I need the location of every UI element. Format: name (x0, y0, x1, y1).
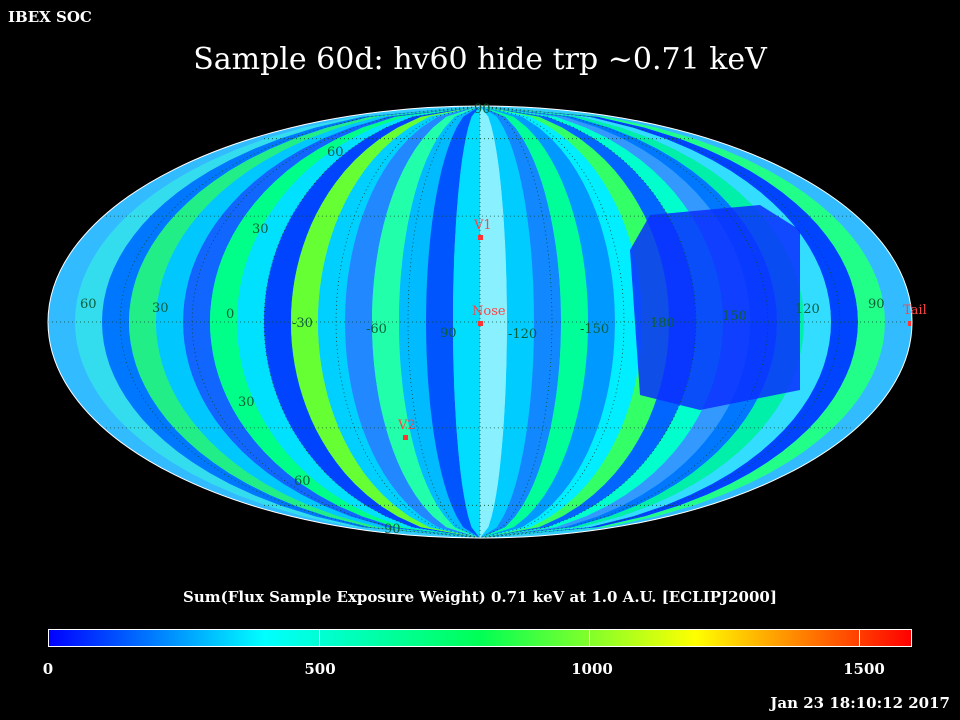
colorbar-title: Sum(Flux Sample Exposure Weight) 0.71 ke… (183, 588, 777, 606)
longitude-line (191, 106, 481, 538)
longitude-line (479, 106, 769, 538)
colorbar-label: 0 (42, 660, 54, 678)
lon-label: 180 (650, 316, 675, 331)
skymap-band (453, 106, 480, 538)
skymap-band (291, 106, 480, 538)
lon-label: -120 (508, 327, 537, 342)
page-title: Sample 60d: hv60 hide trp ~0.71 keV (193, 42, 767, 77)
skymap-band (480, 106, 534, 538)
skymap-bands (48, 106, 912, 538)
skymap-band (399, 106, 480, 538)
low-flux-region (630, 205, 800, 410)
v2-label: V2 (397, 418, 416, 433)
grid-labels: 90 60 30 30 60 90 60 30 0 -30 -60 90 -12… (80, 102, 885, 537)
v1-marker (478, 235, 483, 240)
skymap-band (318, 106, 480, 538)
lat-label: 90 (474, 102, 491, 117)
lat-label: 30 (252, 222, 269, 237)
skymap: 90 60 30 30 60 90 60 30 0 -30 -60 90 -12… (47, 102, 927, 539)
timestamp: Jan 23 18:10:12 2017 (770, 694, 950, 712)
colorbar (48, 629, 912, 647)
skymap-band (372, 106, 480, 538)
tail-label: Tail (903, 303, 927, 318)
skymap-band (480, 106, 561, 538)
lon-label: 150 (722, 309, 747, 324)
lat-label: 90 (384, 522, 401, 537)
skymap-band (480, 106, 588, 538)
longitude-line (479, 106, 697, 538)
skymap-band (480, 106, 669, 538)
colorbar-tick (859, 630, 860, 646)
skymap-band (480, 106, 615, 538)
nose-marker (478, 321, 483, 326)
skymap-band (480, 106, 642, 538)
markers: V1 Nose V2 Tail (397, 218, 927, 440)
corner-label: IBEX SOC (8, 8, 92, 26)
lon-label: 90 (440, 326, 457, 341)
v2-marker (403, 435, 408, 440)
colorbar-label: 500 (304, 660, 336, 678)
lat-label: 60 (294, 474, 311, 489)
lon-label: -150 (580, 322, 609, 337)
lon-label: 90 (868, 297, 885, 312)
skymap-outline (47, 105, 913, 539)
lat-label: 60 (327, 145, 344, 160)
lon-label: -60 (366, 322, 387, 337)
colorbar-label: 1000 (571, 660, 613, 678)
lon-label: 60 (80, 297, 97, 312)
colorbar-label: 1500 (843, 660, 885, 678)
skymap-band (345, 106, 480, 538)
longitude-line (263, 106, 481, 538)
lon-label: 0 (226, 307, 234, 322)
lat-label: 30 (238, 395, 255, 410)
lon-label: 30 (152, 301, 169, 316)
v1-label: V1 (473, 218, 492, 233)
colorbar-tick (589, 630, 590, 646)
lon-label: 120 (795, 302, 820, 317)
nose-label: Nose (472, 304, 506, 319)
lon-label: -30 (292, 316, 313, 331)
tail-marker (908, 321, 911, 326)
skymap-band (480, 106, 507, 538)
colorbar-tick (319, 630, 320, 646)
